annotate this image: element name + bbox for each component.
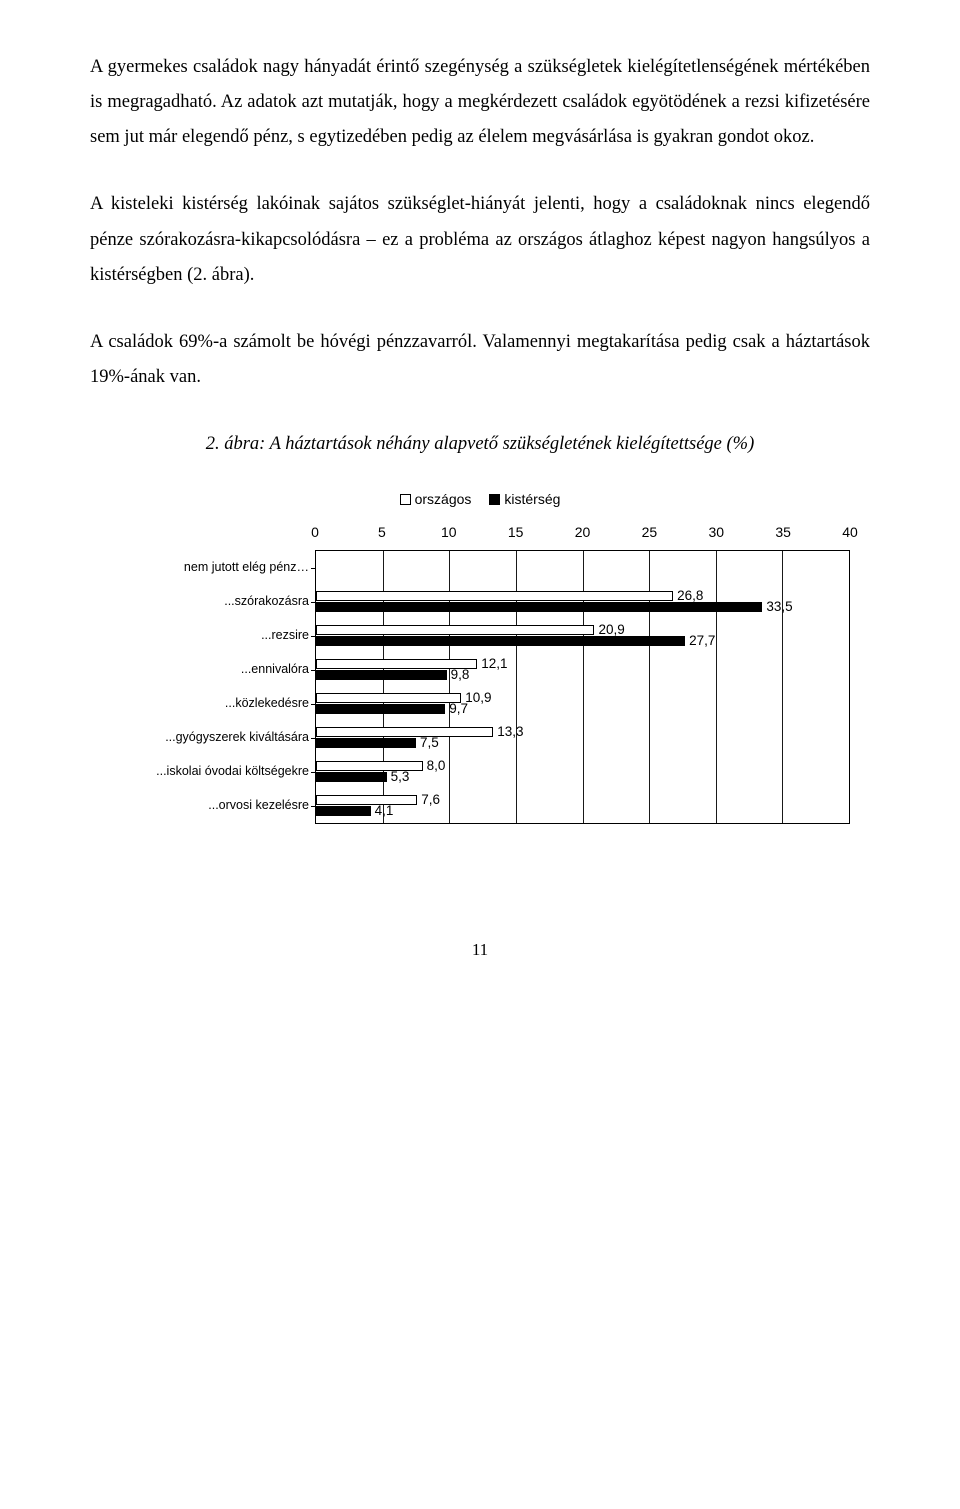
value-label-orszagos: 13,3 (497, 719, 523, 745)
chart-y-labels: nem jutott elég pénz…...szórakozásra...r… (110, 523, 315, 824)
chart-legend: országos kistérség (110, 486, 850, 513)
paragraph-3: A családok 69%-a számolt be hóvégi pénzz… (90, 325, 870, 395)
chart-x-axis: 0510152025303540 (315, 523, 850, 551)
bar-orszagos (316, 693, 461, 703)
chart-container: országos kistérség nem jutott elég pénz…… (110, 486, 850, 824)
x-tick-label: 0 (311, 519, 319, 546)
chart-caption: 2. ábra: A háztartások néhány alapvető s… (90, 427, 870, 462)
category-row: 7,6 4,1 (316, 789, 849, 823)
value-label-orszagos: 10,9 (465, 685, 491, 711)
category-row (316, 551, 849, 585)
x-tick-label: 25 (642, 519, 658, 546)
value-label-kisterseg: 27,7 (689, 628, 715, 654)
page-number: 11 (90, 934, 870, 966)
legend-item-kisterseg: kistérség (489, 486, 560, 513)
bar-kisterseg (316, 704, 445, 714)
category-row: 12,1 9,8 (316, 653, 849, 687)
x-tick-label: 10 (441, 519, 457, 546)
category-row: 10,99,7 (316, 687, 849, 721)
value-label-orszagos: 8,0 (427, 753, 446, 779)
category-row: 20,927,7 (316, 619, 849, 653)
legend-item-orszagos: országos (400, 486, 472, 513)
paragraph-2: A kisteleki kistérség lakóinak sajátos s… (90, 187, 870, 292)
y-tick-mark (311, 568, 316, 569)
x-tick-label: 15 (508, 519, 524, 546)
bar-orszagos (316, 795, 417, 805)
category-label: ...ennivalóra (110, 653, 309, 687)
x-tick-label: 5 (378, 519, 386, 546)
category-label: ...közlekedésre (110, 687, 309, 721)
category-row: 26,833,5 (316, 585, 849, 619)
category-label: nem jutott elég pénz… (110, 551, 309, 585)
chart-plot: nem jutott elég pénz…...szórakozásra...r… (110, 523, 850, 824)
category-row: 13,3 7,5 (316, 721, 849, 755)
value-label-orszagos: 12,1 (481, 651, 507, 677)
value-label-kisterseg: 9,8 (451, 662, 470, 688)
legend-swatch-kisterseg (489, 494, 500, 505)
bar-orszagos (316, 591, 673, 601)
bar-kisterseg (316, 670, 447, 680)
category-label: ...rezsire (110, 619, 309, 653)
value-label-kisterseg: 5,3 (391, 764, 410, 790)
paragraph-1: A gyermekes családok nagy hányadát érint… (90, 50, 870, 155)
legend-label-orszagos: országos (415, 486, 472, 513)
chart-bars-region: 26,833,520,927,712,19,810,99,713,37,58,0… (315, 551, 850, 824)
bar-kisterseg (316, 636, 685, 646)
x-tick-label: 35 (775, 519, 791, 546)
x-tick-label: 30 (708, 519, 724, 546)
value-label-kisterseg: 33,5 (766, 594, 792, 620)
value-label-kisterseg: 7,5 (420, 730, 439, 756)
x-tick-label: 20 (575, 519, 591, 546)
category-label: ...szórakozásra (110, 585, 309, 619)
x-tick-label: 40 (842, 519, 858, 546)
legend-label-kisterseg: kistérség (504, 486, 560, 513)
category-label: ...gyógyszerek kiváltására (110, 721, 309, 755)
bar-kisterseg (316, 806, 371, 816)
chart-plot-area: 0510152025303540 26,833,520,927,712,1 9,8… (315, 523, 850, 824)
value-label-orszagos: 7,6 (421, 787, 440, 813)
bar-kisterseg (316, 772, 387, 782)
category-row: 8,0 5,3 (316, 755, 849, 789)
bar-orszagos (316, 727, 493, 737)
value-label-kisterseg: 9,7 (449, 696, 468, 722)
category-label: ...iskolai óvodai költségekre (110, 755, 309, 789)
bar-kisterseg (316, 738, 416, 748)
bar-orszagos (316, 625, 594, 635)
legend-swatch-orszagos (400, 494, 411, 505)
bar-kisterseg (316, 602, 762, 612)
value-label-kisterseg: 4,1 (375, 798, 394, 824)
category-label: ...orvosi kezelésre (110, 789, 309, 823)
